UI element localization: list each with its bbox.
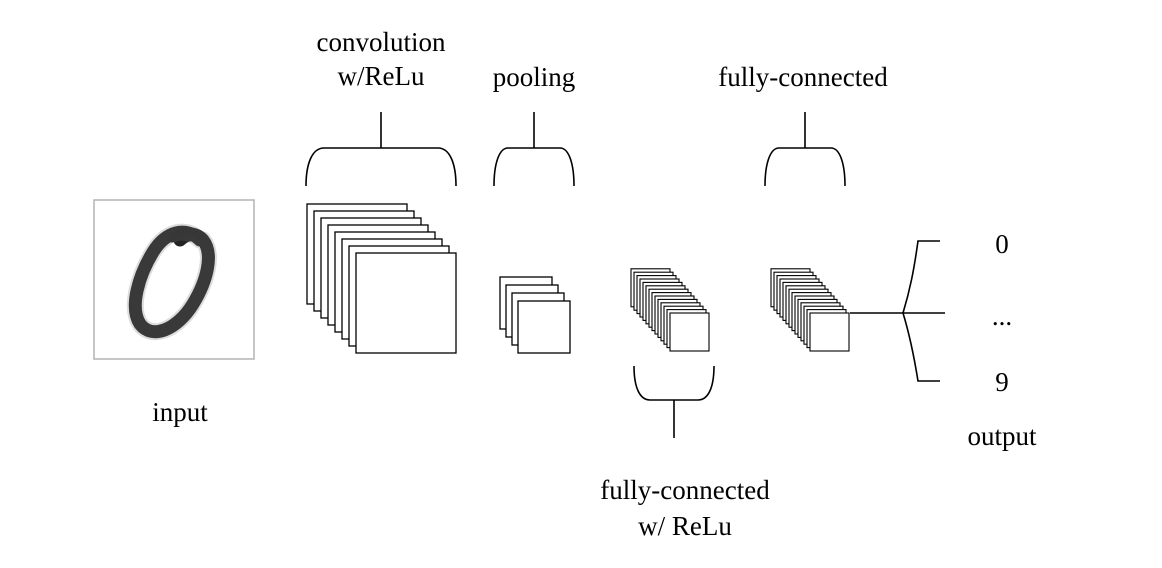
fully-connected-brace — [764, 147, 846, 187]
convolution-feature-maps — [306, 203, 457, 354]
fc-relu-label: fully-connected — [600, 475, 770, 505]
fully-connected-label: fully-connected — [718, 62, 888, 92]
output-class-dots: ... — [992, 301, 1012, 331]
output-connector-line-top — [902, 240, 940, 314]
pooling-feature-maps — [499, 276, 571, 354]
input-label: input — [152, 397, 208, 427]
fc-relu-unit-14 — [669, 312, 710, 352]
convolution-relu-label: w/ReLu — [338, 61, 425, 91]
input-image-border — [93, 199, 255, 360]
fc-units — [770, 268, 850, 352]
convolution-label: convolution — [317, 27, 446, 57]
output-connector-line-bottom — [902, 312, 940, 382]
output-class-0: 0 — [995, 229, 1009, 259]
input-image — [93, 199, 255, 360]
fc-relu-units — [630, 268, 710, 352]
digit-zero-icon — [126, 223, 217, 341]
pooling-label: pooling — [493, 62, 576, 92]
output-label: output — [967, 421, 1037, 451]
fc-relu-brace — [633, 365, 715, 401]
convolution-brace — [305, 147, 457, 187]
convolution-map-8 — [355, 252, 457, 354]
fc-relu-sub-label: w/ ReLu — [638, 511, 732, 541]
pooling-map-4 — [517, 300, 571, 354]
fc-unit-14 — [809, 312, 850, 352]
output-class-9: 9 — [995, 367, 1009, 397]
output-connector — [850, 240, 945, 382]
pooling-brace — [493, 147, 575, 187]
